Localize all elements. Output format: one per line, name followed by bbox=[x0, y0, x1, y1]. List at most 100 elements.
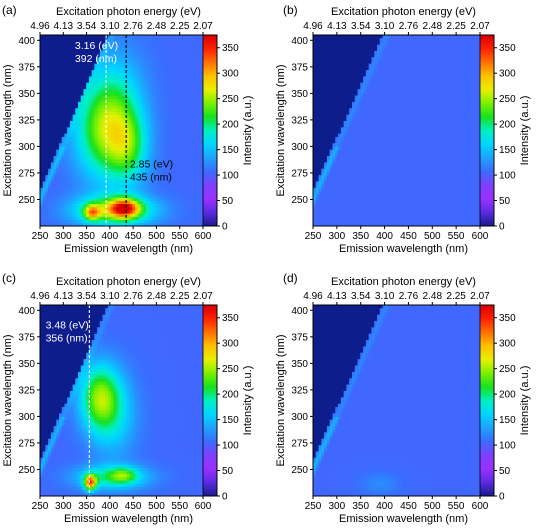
heatmap-cell bbox=[162, 92, 166, 96]
heatmap-cell bbox=[167, 127, 171, 131]
heatmap-cell bbox=[83, 210, 87, 214]
heatmap-cell bbox=[374, 149, 378, 154]
heatmap-cell bbox=[80, 111, 84, 115]
heatmap-cell bbox=[379, 73, 383, 77]
heatmap-cell bbox=[118, 127, 122, 131]
heatmap-cell bbox=[175, 38, 179, 42]
heatmap-cell bbox=[140, 206, 144, 211]
heatmap-cell bbox=[189, 95, 193, 100]
heatmap-cell bbox=[50, 200, 54, 205]
heatmap-cell bbox=[181, 41, 185, 45]
heatmap-cell bbox=[154, 85, 158, 90]
heatmap-cell bbox=[390, 111, 395, 115]
heatmap-cell bbox=[94, 111, 98, 115]
heatmap-cell bbox=[343, 181, 347, 186]
heatmap-cell bbox=[181, 133, 185, 138]
heatmap-cell bbox=[88, 200, 93, 205]
heatmap-cell bbox=[421, 200, 425, 205]
heatmap-cell bbox=[170, 155, 174, 160]
heatmap-cell bbox=[399, 146, 403, 150]
heatmap-cell bbox=[45, 213, 49, 217]
heatmap-cell bbox=[379, 210, 383, 214]
heatmap-cell bbox=[346, 143, 350, 147]
heatmap-cell bbox=[126, 82, 131, 87]
heatmap-cell bbox=[390, 146, 395, 150]
heatmap-cell bbox=[427, 146, 431, 150]
heatmap-cell bbox=[132, 213, 136, 217]
heatmap-cell bbox=[427, 63, 431, 68]
heatmap-cell bbox=[396, 178, 400, 182]
heatmap-cell bbox=[368, 155, 372, 160]
heatmap-cell bbox=[186, 155, 190, 160]
heatmap-cell bbox=[42, 194, 46, 198]
heatmap-cell bbox=[170, 178, 174, 182]
heatmap-cell bbox=[351, 216, 356, 221]
heatmap-cell bbox=[135, 133, 139, 138]
heatmap-cell bbox=[164, 98, 169, 103]
heatmap-cell bbox=[113, 140, 117, 144]
heatmap-cell bbox=[388, 41, 392, 45]
heatmap-cell bbox=[56, 216, 60, 221]
heatmap-cell bbox=[42, 216, 46, 221]
heatmap-cell bbox=[200, 140, 204, 144]
heatmap-cell bbox=[427, 66, 431, 71]
heatmap-cell bbox=[170, 127, 174, 131]
heatmap-cell bbox=[377, 190, 381, 195]
heatmap-cell bbox=[148, 140, 152, 144]
heatmap-cell bbox=[399, 35, 403, 39]
heatmap-cell bbox=[148, 136, 152, 141]
heatmap-cell bbox=[186, 70, 190, 74]
heatmap-cell bbox=[159, 178, 163, 182]
heatmap-cell bbox=[99, 114, 103, 119]
heatmap-cell bbox=[388, 168, 392, 173]
heatmap-cell bbox=[415, 66, 420, 71]
heatmap-cell bbox=[189, 146, 193, 150]
heatmap-cell bbox=[194, 194, 198, 198]
heatmap-cell bbox=[154, 165, 158, 170]
heatmap-cell bbox=[368, 98, 372, 103]
heatmap-cell bbox=[385, 89, 389, 93]
heatmap-cell bbox=[379, 117, 383, 122]
heatmap-cell bbox=[363, 98, 367, 103]
heatmap-cell bbox=[354, 95, 358, 100]
heatmap-cell bbox=[189, 187, 193, 192]
heatmap-cell bbox=[67, 171, 71, 176]
heatmap-cell bbox=[200, 38, 204, 42]
heatmap-cell bbox=[135, 127, 139, 131]
heatmap-cell bbox=[86, 82, 90, 87]
heatmap-cell bbox=[91, 175, 95, 179]
heatmap-cell bbox=[80, 200, 84, 205]
x-tick-label: 600 bbox=[195, 231, 212, 242]
heatmap-cell bbox=[415, 105, 420, 109]
heatmap-cell bbox=[113, 155, 117, 160]
heatmap-cell bbox=[75, 194, 79, 198]
heatmap-cell bbox=[86, 197, 90, 201]
heatmap-cell bbox=[88, 124, 93, 128]
heatmap-cell bbox=[346, 178, 350, 182]
heatmap-cell bbox=[338, 146, 342, 150]
heatmap-cell bbox=[75, 159, 79, 163]
heatmap-cell bbox=[107, 63, 112, 68]
heatmap-cell bbox=[186, 76, 190, 80]
heatmap-cell bbox=[427, 213, 431, 217]
heatmap-cell bbox=[61, 168, 65, 173]
heatmap-cell bbox=[145, 206, 150, 211]
heatmap-cell bbox=[368, 92, 372, 96]
heatmap-cell bbox=[97, 66, 101, 71]
heatmap-cell bbox=[338, 136, 342, 141]
heatmap-cell bbox=[424, 89, 428, 93]
heatmap-cell bbox=[189, 41, 193, 45]
heatmap-cell bbox=[357, 197, 361, 201]
heatmap-cell bbox=[42, 206, 46, 211]
heatmap-cell bbox=[326, 184, 331, 189]
heatmap-cell bbox=[200, 181, 204, 186]
heatmap-cell bbox=[183, 63, 188, 68]
heatmap-cell bbox=[156, 35, 160, 39]
heatmap-cell bbox=[121, 140, 125, 144]
heatmap-cell bbox=[145, 184, 150, 189]
heatmap-cell bbox=[50, 219, 54, 224]
heatmap-cell bbox=[326, 165, 331, 170]
heatmap-cell bbox=[97, 57, 101, 61]
heatmap-cell bbox=[140, 200, 144, 205]
heatmap-cell bbox=[385, 155, 389, 160]
